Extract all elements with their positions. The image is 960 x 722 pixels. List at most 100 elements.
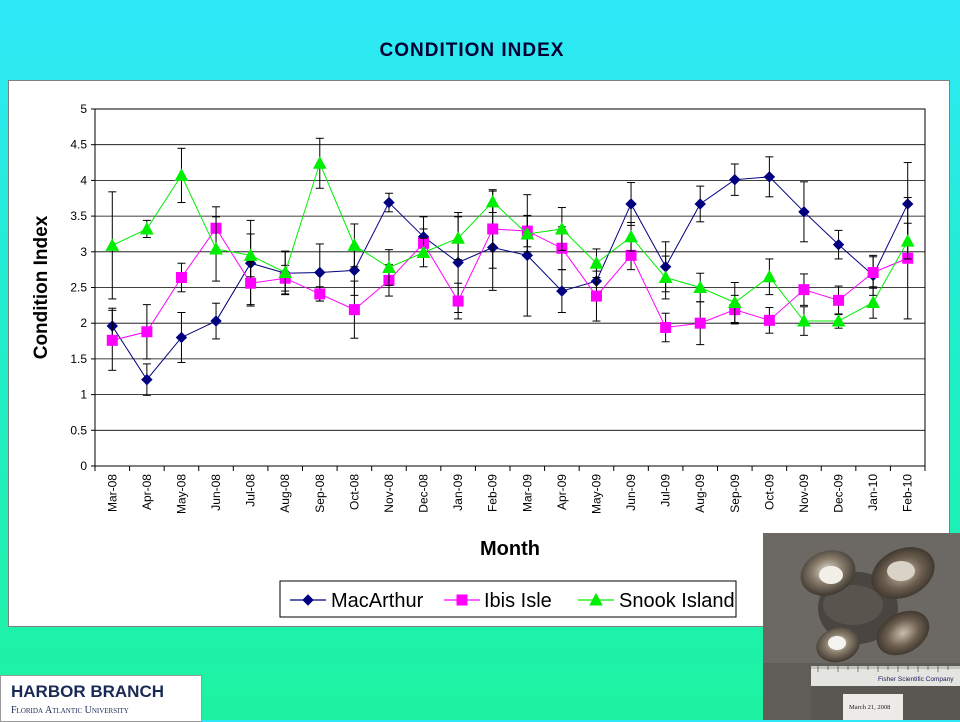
data-point	[347, 238, 362, 251]
data-point	[521, 249, 533, 262]
ruler-label: Fisher Scientific Company	[878, 676, 954, 683]
data-point	[762, 269, 777, 283]
y-tick-label: 0.5	[70, 423, 87, 437]
data-point	[729, 173, 741, 186]
data-point	[245, 277, 257, 289]
oyster-photo: Fisher Scientific Company March 21, 2008	[763, 533, 960, 720]
legend-label: Snook Island	[619, 590, 735, 612]
data-point	[624, 229, 638, 243]
data-point	[141, 373, 153, 386]
data-point	[174, 168, 189, 181]
data-point	[210, 315, 222, 327]
data-point	[658, 270, 673, 284]
data-point	[900, 234, 915, 247]
data-point	[556, 285, 568, 297]
data-point	[625, 249, 637, 261]
y-tick-label: 0	[80, 459, 87, 473]
y-tick-label: 2.5	[70, 281, 87, 295]
data-point	[452, 295, 464, 307]
y-tick-label: 5	[80, 102, 87, 116]
x-tick-label: Sep-09	[728, 474, 742, 513]
x-tick-label: Dec-09	[832, 474, 846, 513]
y-tick-label: 4.5	[70, 138, 87, 152]
x-tick-label: Oct-09	[762, 474, 776, 510]
data-point	[832, 238, 845, 251]
x-tick-label: Jan-10	[866, 474, 880, 511]
harbor-branch-logo: HARBOR BRANCH Florida Atlantic Universit…	[0, 675, 202, 722]
data-point	[243, 248, 258, 261]
photo-date-label: March 21, 2008	[849, 704, 890, 711]
x-tick-label: Aug-08	[278, 474, 292, 513]
series-snook-island	[105, 137, 915, 336]
data-point	[589, 256, 604, 269]
data-point	[383, 196, 395, 209]
x-axis-title: Month	[480, 538, 540, 560]
y-tick-label: 1	[80, 388, 87, 402]
legend-box	[279, 580, 737, 618]
logo-main-text: HARBOR BRANCH	[11, 682, 164, 701]
series-line	[111, 176, 909, 381]
data-point	[555, 221, 569, 235]
oyster-photo-illustration: Fisher Scientific Company March 21, 2008	[763, 533, 960, 720]
y-tick-label: 1.5	[70, 352, 87, 366]
x-tick-label: Mar-08	[105, 474, 119, 512]
chart-panel: 0 0.5 1 1.5 2 2.5 3 3.5 4 4.5 5 Mar-08 Apr-08 May-08 J…	[8, 80, 950, 627]
data-point	[867, 267, 879, 279]
x-tick-label: Dec-08	[417, 474, 431, 513]
data-point	[763, 314, 775, 326]
data-point	[175, 331, 188, 344]
x-tick-label: Jul-08	[244, 474, 258, 507]
data-point	[694, 317, 706, 329]
data-point	[763, 171, 776, 183]
data-point	[660, 321, 672, 333]
x-tick-label: May-09	[589, 474, 603, 514]
x-tick-label: May-08	[174, 474, 188, 514]
data-point	[694, 198, 706, 210]
x-tick-label: Apr-08	[140, 474, 154, 510]
data-point	[485, 194, 500, 208]
x-tick-label: Apr-09	[555, 474, 569, 510]
data-point	[625, 198, 637, 210]
legend-label: MacArthur	[331, 590, 424, 612]
data-point	[209, 241, 223, 255]
x-tick-label: Jun-08	[209, 474, 223, 511]
data-point	[693, 280, 708, 293]
data-point	[797, 314, 811, 327]
data-point	[105, 238, 120, 251]
x-tick-label: Oct-08	[347, 474, 361, 510]
y-tick-label: 2	[80, 316, 87, 330]
data-point	[451, 231, 465, 244]
data-point	[382, 260, 396, 274]
data-point	[520, 226, 535, 240]
data-point	[348, 304, 360, 316]
y-tick-label: 3	[80, 245, 87, 259]
legend-marker	[456, 594, 468, 606]
x-tick-label: Feb-10	[901, 474, 915, 512]
x-tick-label: Jan-09	[451, 474, 465, 511]
condition-index-chart: 0 0.5 1 1.5 2 2.5 3 3.5 4 4.5 5 Mar-08 Apr-08 May-08 J…	[31, 102, 926, 618]
data-point	[312, 156, 327, 169]
page-title: CONDITION INDEX	[379, 40, 565, 61]
data-point	[727, 295, 742, 308]
x-tick-label: Nov-08	[382, 474, 396, 513]
data-point	[798, 206, 810, 218]
x-tick-label: Feb-09	[486, 474, 500, 512]
series-line	[112, 161, 909, 322]
logo-sub-text: Florida Atlantic University	[11, 705, 129, 716]
data-point	[833, 294, 845, 306]
legend-marker	[589, 592, 603, 606]
x-tick-label: Jul-09	[659, 474, 673, 507]
x-tick-label: Sep-08	[313, 474, 327, 513]
data-point	[106, 334, 118, 346]
data-point	[141, 326, 153, 338]
data-point	[348, 264, 361, 277]
data-point	[487, 223, 499, 235]
legend: MacArthur Ibis Isle Snook Island	[279, 580, 737, 618]
data-point	[175, 272, 187, 284]
x-tick-label: Aug-09	[693, 474, 707, 513]
x-tick-label: Jun-09	[624, 474, 638, 511]
x-tick-label: Nov-09	[797, 474, 811, 513]
data-point	[866, 295, 880, 308]
data-point	[831, 314, 846, 327]
data-point	[314, 266, 326, 279]
